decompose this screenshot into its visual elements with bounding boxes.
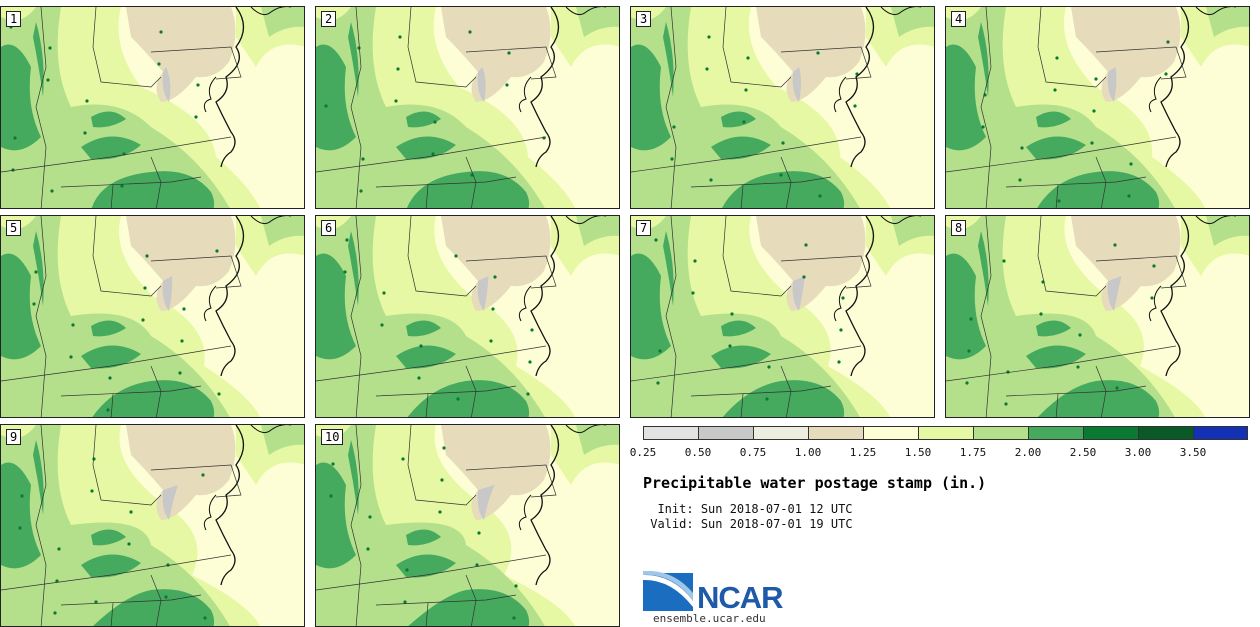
- legend-tick-label: 3.50: [1179, 446, 1207, 459]
- legend-swatch-1: [643, 426, 699, 440]
- site-url: ensemble.ucar.edu: [653, 612, 766, 625]
- legend-tick-label: 1.00: [794, 446, 822, 459]
- pw-map: [1, 216, 304, 417]
- legend-swatch-10: [1138, 426, 1194, 440]
- member-number: 8: [951, 220, 967, 236]
- member-number: 3: [636, 11, 652, 27]
- member-number: 4: [951, 11, 967, 27]
- valid-label: Valid:: [650, 517, 694, 531]
- legend-swatch-6: [918, 426, 974, 440]
- member-number: 5: [6, 220, 22, 236]
- legend-swatch-11: [1193, 426, 1248, 440]
- member-stamp-3: 3: [630, 6, 935, 209]
- member-stamp-7: 7: [630, 215, 935, 418]
- pw-map: [631, 216, 934, 417]
- pw-map: [946, 7, 1249, 208]
- member-stamp-5: 5: [0, 215, 305, 418]
- init-label: Init:: [657, 502, 694, 516]
- legend-tick-label: 1.25: [849, 446, 877, 459]
- pw-map: [631, 7, 934, 208]
- legend-tick-label: 2.00: [1014, 446, 1042, 459]
- legend-tick-label: 1.75: [959, 446, 987, 459]
- pw-map: [1, 7, 304, 208]
- member-stamp-1: 1: [0, 6, 305, 209]
- member-number: 10: [321, 429, 344, 445]
- valid-value: Sun 2018-07-01 19 UTC: [700, 517, 853, 531]
- legend-swatch-2: [698, 426, 754, 440]
- pw-map: [316, 7, 619, 208]
- legend-swatch-4: [808, 426, 864, 440]
- member-stamp-9: 9: [0, 424, 305, 627]
- ncar-logo: NCAR: [643, 570, 793, 621]
- legend-tick-label: 2.50: [1069, 446, 1097, 459]
- member-number: 9: [6, 429, 22, 445]
- member-stamp-2: 2: [315, 6, 620, 209]
- legend-swatch-3: [753, 426, 809, 440]
- member-stamp-10: 10: [315, 424, 620, 627]
- member-number: 7: [636, 220, 652, 236]
- pw-map: [316, 425, 619, 626]
- legend-tick-label: 0.50: [684, 446, 712, 459]
- page-title: Precipitable water postage stamp (in.): [643, 474, 987, 492]
- pw-map: [946, 216, 1249, 417]
- legend-swatch-8: [1028, 426, 1084, 440]
- pw-map: [1, 425, 304, 626]
- member-stamp-8: 8: [945, 215, 1250, 418]
- init-line: Init: Sun 2018-07-01 12 UTC: [643, 502, 853, 516]
- legend-swatch-5: [863, 426, 919, 440]
- member-stamp-4: 4: [945, 6, 1250, 209]
- legend-swatch-7: [973, 426, 1029, 440]
- valid-line: Valid: Sun 2018-07-01 19 UTC: [643, 517, 853, 531]
- member-number: 2: [321, 11, 337, 27]
- legend-tick-label: 0.25: [629, 446, 657, 459]
- legend-tick-label: 1.50: [904, 446, 932, 459]
- logo-text: NCAR: [697, 580, 784, 615]
- member-number: 6: [321, 220, 337, 236]
- legend-tick-label: 0.75: [739, 446, 767, 459]
- ncar-swoosh-icon: [643, 570, 693, 611]
- init-value: Sun 2018-07-01 12 UTC: [700, 502, 853, 516]
- legend-swatch-9: [1083, 426, 1139, 440]
- pw-map: [316, 216, 619, 417]
- member-number: 1: [6, 11, 22, 27]
- member-stamp-6: 6: [315, 215, 620, 418]
- legend-tick-label: 3.00: [1124, 446, 1152, 459]
